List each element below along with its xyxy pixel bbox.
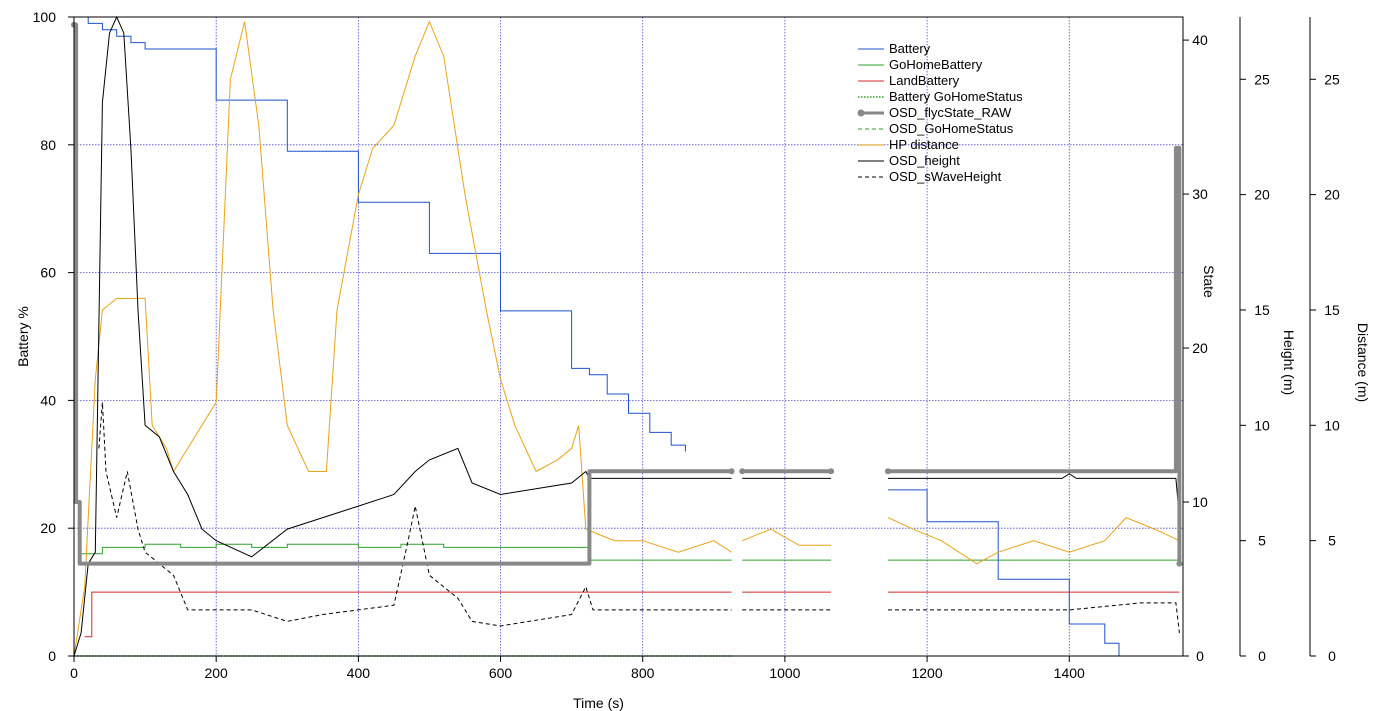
x-tick-label: 1200: [911, 665, 942, 681]
legend-entry-landbattery: LandBattery: [858, 73, 960, 88]
series-line-hp-distance: [742, 528, 832, 546]
height-tick-label: 15: [1254, 302, 1270, 318]
distance-tick-label: 0: [1328, 648, 1336, 664]
legend-entry-hp-distance: HP distance: [858, 137, 959, 152]
legend-label-osd-swaveheight: OSD_sWaveHeight: [889, 169, 1002, 184]
legend-entry-gohomebattery: GoHomeBattery: [858, 57, 983, 72]
battery-tick-label: 20: [40, 520, 56, 536]
series-gohomebattery: [81, 543, 1180, 561]
series-osd-swaveheight: [98, 402, 1180, 633]
legend-label-battery: Battery: [889, 41, 931, 56]
state-tick-label: 30: [1192, 186, 1208, 202]
state-tick-label: 0: [1196, 648, 1204, 664]
series-line-landbattery: [84, 591, 732, 638]
legend-label-gohomebattery: GoHomeBattery: [889, 57, 983, 72]
battery-tick-label: 100: [33, 9, 57, 25]
series-marker-osd-flycstate-raw: [828, 468, 835, 475]
state-tick-label: 40: [1192, 32, 1208, 48]
battery-tick-label: 40: [40, 392, 56, 408]
battery-tick-label: 0: [48, 648, 56, 664]
distance-tick-label: 10: [1324, 417, 1340, 433]
series-line-osd-height: [888, 473, 1180, 518]
series-hp-distance: [73, 20, 1180, 657]
x-tick-label: 1400: [1054, 665, 1085, 681]
plot-frame: [73, 16, 1184, 657]
series-line-hp-distance: [73, 20, 732, 657]
x-tick-label: 1000: [769, 665, 800, 681]
series-line-battery: [74, 16, 686, 452]
legend-label-osd-gohomestatus: OSD_GoHomeStatus: [889, 121, 1014, 136]
x-tick-label: 200: [204, 665, 228, 681]
legend-entry-battery: Battery: [858, 41, 931, 56]
x-axis-title: Time (s): [573, 695, 624, 711]
legend-label-battery-gohomestatus: Battery GoHomeStatus: [889, 89, 1023, 104]
series-line-osd-swaveheight: [98, 402, 732, 627]
series-line-battery: [888, 489, 1180, 657]
x-tick-label: 400: [347, 665, 371, 681]
series-osd-height: [73, 15, 1180, 657]
legend-label-osd-flycstate-raw: OSD_flycState_RAW: [889, 105, 1012, 120]
series-osd-flycstate-raw: [71, 21, 1183, 567]
distance-tick-label: 5: [1328, 533, 1336, 549]
height-tick-label: 20: [1254, 187, 1270, 203]
distance-tick-label: 20: [1324, 187, 1340, 203]
height-axis-title: Height (m): [1281, 330, 1297, 395]
distance-tick-label: 25: [1324, 71, 1340, 87]
x-tick-label: 800: [631, 665, 655, 681]
battery-tick-label: 80: [40, 137, 56, 153]
state-tick-label: 10: [1192, 494, 1208, 510]
legend-entry-osd-gohomestatus: OSD_GoHomeStatus: [858, 121, 1014, 136]
battery-axis-title: Battery %: [15, 306, 31, 367]
legend-label-hp-distance: HP distance: [889, 137, 959, 152]
series-line-osd-flycstate-raw: [74, 22, 732, 566]
legend-entry-osd-swaveheight: OSD_sWaveHeight: [858, 169, 1002, 184]
legend-label-osd-height: OSD_height: [889, 153, 960, 168]
battery-tick-label: 60: [40, 265, 56, 281]
series-landbattery: [84, 591, 1180, 638]
series-line-osd-swaveheight: [888, 602, 1180, 633]
height-tick-label: 25: [1254, 71, 1270, 87]
height-tick-label: 10: [1254, 417, 1270, 433]
series-line-osd-height: [73, 15, 732, 657]
x-tick-label: 600: [489, 665, 513, 681]
legend-entry-osd-flycstate-raw: OSD_flycState_RAW: [857, 105, 1012, 120]
x-tick-label: 0: [70, 665, 78, 681]
series-layer: [71, 15, 1183, 657]
series-marker-osd-flycstate-raw: [884, 468, 891, 475]
series-line-gohomebattery: [81, 543, 732, 561]
distance-axis-title: Distance (m): [1355, 323, 1371, 402]
legend-entry-osd-height: OSD_height: [858, 153, 960, 168]
legend-marker-osd-flycstate-raw: [857, 109, 865, 117]
legend-entry-battery-gohomestatus: Battery GoHomeStatus: [858, 89, 1023, 104]
height-tick-label: 5: [1258, 533, 1266, 549]
series-battery: [74, 16, 1180, 657]
series-marker-osd-flycstate-raw: [739, 468, 746, 475]
state-tick-label: 20: [1192, 340, 1208, 356]
series-line-osd-flycstate-raw: [888, 145, 1182, 564]
distance-tick-label: 15: [1324, 302, 1340, 318]
height-tick-label: 0: [1258, 648, 1266, 664]
series-marker-osd-flycstate-raw: [728, 468, 735, 475]
legend-label-landbattery: LandBattery: [889, 73, 960, 88]
series-line-hp-distance: [887, 517, 1180, 565]
series-marker-osd-flycstate-raw: [1176, 560, 1183, 567]
state-axis-title: State: [1201, 265, 1217, 298]
